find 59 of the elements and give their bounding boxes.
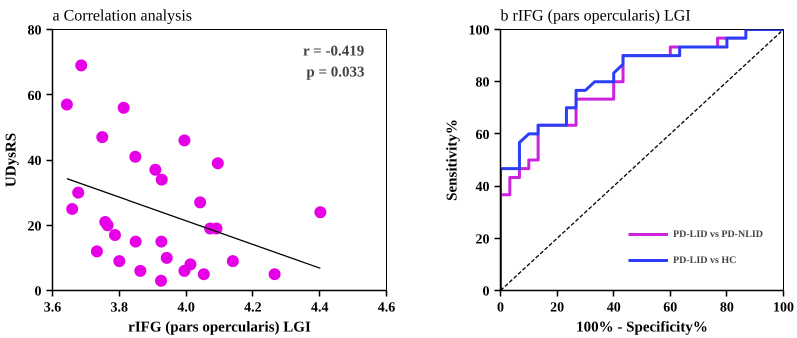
y-tick-label: 20 bbox=[28, 219, 42, 234]
y-axis-title: Sensitivity% bbox=[444, 119, 460, 201]
x-tick-label: 100 bbox=[773, 300, 794, 316]
point bbox=[149, 164, 162, 176]
y-axis-title: UDysRS bbox=[4, 132, 20, 188]
point bbox=[212, 157, 224, 170]
y-tick-label: 40 bbox=[476, 180, 490, 196]
point bbox=[66, 202, 78, 215]
x-tick-label: 3.8 bbox=[110, 300, 128, 316]
y-tick-label: 100 bbox=[468, 24, 490, 38]
x-tick-label: 4.0 bbox=[177, 300, 195, 316]
x-axis-title: rIFG (pars opercularis) LGI bbox=[128, 320, 311, 336]
point bbox=[130, 236, 142, 248]
x-axis-title: 100% - Specificity% bbox=[576, 320, 708, 336]
x-tick-label: 4.4 bbox=[310, 300, 328, 316]
y-tick-label: 0 bbox=[482, 284, 490, 300]
legend-label: PD-LID vs PD-NLID bbox=[673, 228, 763, 240]
point bbox=[102, 219, 114, 232]
x-tick-label: 4.6 bbox=[378, 300, 396, 316]
x-tick-label: 20 bbox=[550, 300, 564, 316]
point bbox=[184, 258, 196, 270]
y-tick-label: 40 bbox=[28, 154, 42, 169]
point bbox=[226, 255, 239, 268]
chart-title: a Correlation analysis bbox=[52, 8, 192, 24]
x-tick-label: 80 bbox=[720, 300, 734, 316]
point bbox=[75, 59, 88, 72]
x-tick-label: 0 bbox=[497, 300, 504, 316]
point bbox=[198, 268, 210, 280]
point bbox=[156, 174, 168, 186]
point bbox=[72, 186, 84, 199]
y-tick-label: 80 bbox=[476, 76, 490, 91]
legend-label: PD-LID vs HC bbox=[673, 254, 736, 266]
x-tick-label: 60 bbox=[663, 300, 678, 316]
annotation: r = -0.419 bbox=[303, 44, 364, 60]
point bbox=[60, 98, 73, 111]
point bbox=[160, 252, 173, 264]
y-tick-label: 60 bbox=[28, 88, 42, 104]
point bbox=[113, 255, 126, 268]
chart-title: b rIFG (pars opercularis) LGI bbox=[500, 8, 691, 24]
point bbox=[155, 236, 168, 248]
x-tick-label: 40 bbox=[606, 300, 621, 316]
y-tick-label: 0 bbox=[34, 284, 42, 300]
point bbox=[268, 268, 281, 280]
point bbox=[90, 245, 103, 258]
point bbox=[134, 264, 146, 277]
point bbox=[96, 131, 108, 144]
y-tick-label: 80 bbox=[28, 24, 42, 38]
point bbox=[314, 206, 326, 218]
point bbox=[178, 134, 190, 146]
y-tick-label: 60 bbox=[476, 128, 490, 143]
x-tick-label: 3.6 bbox=[44, 300, 62, 316]
annotation: p = 0.033 bbox=[306, 64, 364, 80]
point bbox=[194, 196, 206, 208]
y-tick-label: 20 bbox=[476, 232, 490, 248]
x-tick-label: 4.2 bbox=[244, 300, 262, 316]
point bbox=[129, 150, 142, 163]
point bbox=[108, 229, 121, 242]
point bbox=[118, 102, 130, 114]
point bbox=[155, 274, 168, 287]
